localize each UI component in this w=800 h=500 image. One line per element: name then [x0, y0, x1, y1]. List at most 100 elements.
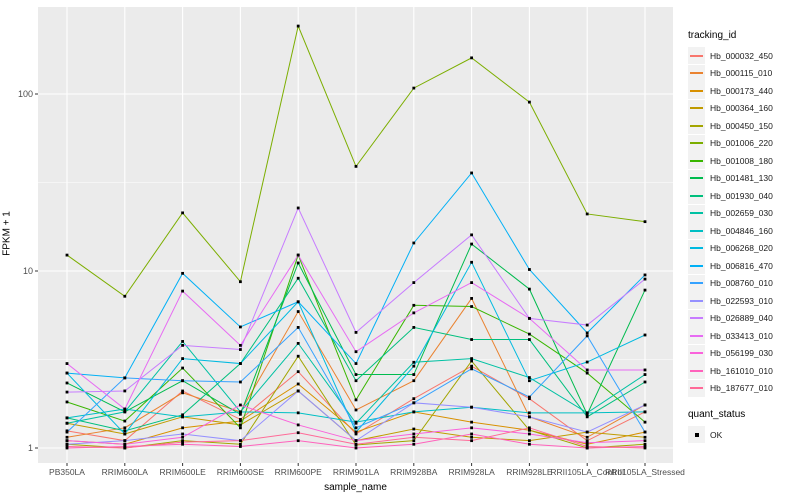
legend-label: Hb_001008_180	[710, 155, 773, 166]
data-point	[239, 412, 242, 416]
legend-label-ok: OK	[710, 429, 723, 440]
data-point	[239, 348, 242, 351]
data-point	[643, 220, 647, 224]
legend-key-box	[688, 152, 705, 170]
data-point	[181, 379, 184, 383]
legend-entry-Hb_006816_470: Hb_006816_470	[688, 257, 798, 275]
x-tick-label: RRIM600LE	[159, 467, 206, 477]
data-point	[239, 380, 242, 384]
x-tick-label: RRIM928LA	[448, 467, 495, 477]
data-point	[585, 360, 589, 364]
data-point	[585, 430, 589, 434]
data-point	[239, 442, 242, 446]
data-point	[470, 56, 473, 60]
x-tick-label: RRII105LA_Control	[550, 467, 624, 477]
data-point	[643, 380, 647, 384]
data-point	[65, 442, 69, 446]
data-point	[296, 341, 300, 345]
data-point	[354, 408, 358, 412]
legend-entry-Hb_026889_040: Hb_026889_040	[688, 309, 798, 328]
data-point	[528, 379, 531, 383]
data-point	[470, 305, 473, 308]
data-point	[470, 435, 473, 439]
data-point	[528, 426, 531, 430]
data-point	[412, 373, 416, 376]
data-point	[354, 439, 358, 443]
data-point	[65, 430, 69, 434]
x-tick-label: RRIM928BA	[390, 467, 438, 477]
data-point	[354, 442, 358, 446]
legend-label: Hb_026889_040	[710, 313, 773, 324]
data-point	[412, 442, 416, 446]
data-point	[643, 368, 647, 372]
data-point	[412, 326, 416, 329]
data-point	[123, 407, 127, 411]
data-point	[354, 420, 358, 424]
data-point	[181, 340, 184, 343]
data-point	[296, 326, 300, 329]
data-point	[643, 288, 647, 292]
legend-label: Hb_002659_030	[710, 208, 773, 219]
legend-key-box	[688, 274, 705, 292]
data-point	[296, 439, 300, 443]
data-point	[296, 276, 300, 280]
data-point	[181, 211, 184, 215]
data-point	[470, 281, 473, 284]
data-point	[239, 419, 242, 423]
data-point	[528, 376, 531, 379]
data-point	[65, 421, 69, 425]
legend-key-box	[688, 64, 705, 82]
ok-key-box	[688, 426, 705, 444]
data-point	[181, 289, 184, 293]
data-point	[470, 426, 473, 430]
data-point	[65, 435, 69, 439]
data-point	[181, 391, 184, 395]
legend-entry-Hb_161010_010: Hb_161010_010	[688, 362, 798, 380]
data-point	[123, 426, 127, 430]
legend-entry-Hb_056199_030: Hb_056199_030	[688, 344, 798, 363]
data-point	[239, 426, 242, 430]
legend-key-box	[688, 134, 705, 152]
data-point	[412, 427, 416, 431]
legend-key-box	[688, 344, 705, 362]
data-point	[181, 413, 184, 417]
data-point	[528, 432, 531, 436]
x-tick-label: RRIM901LA	[333, 467, 380, 477]
legend-title-quant-status: quant_status	[688, 409, 746, 420]
legend-entry-Hb_001006_220: Hb_001006_220	[688, 134, 798, 153]
data-point	[528, 100, 531, 104]
data-point	[239, 410, 242, 414]
data-point	[528, 411, 531, 415]
x-tick-label: RRIM600LA	[102, 467, 149, 477]
data-point	[585, 445, 589, 448]
y-tick-label: 10	[23, 266, 33, 276]
legend-key-box	[688, 292, 705, 310]
data-point	[181, 440, 184, 444]
legend-key-box	[688, 362, 705, 380]
data-point	[585, 441, 589, 445]
legend-key-box	[688, 309, 705, 327]
data-point	[123, 376, 127, 380]
data-point	[528, 395, 531, 399]
legend-key-box	[688, 99, 705, 117]
legend-line-swatch	[690, 334, 703, 337]
legend-entry-ok: OK	[688, 426, 798, 444]
legend-label: Hb_161010_010	[710, 365, 773, 376]
data-point	[181, 415, 184, 419]
legend-line-swatch	[690, 124, 703, 127]
legend-key-box	[688, 379, 705, 397]
data-point	[296, 423, 300, 427]
legend-line-swatch	[690, 212, 703, 215]
legend-line-swatch	[690, 317, 703, 320]
legend-label: Hb_008760_010	[710, 278, 773, 289]
data-point	[239, 445, 242, 448]
data-point	[643, 403, 647, 407]
legend-label: Hb_187677_010	[710, 383, 773, 394]
data-point	[585, 212, 589, 216]
data-point	[296, 431, 300, 435]
legend-label: Hb_000115_010	[710, 68, 773, 79]
data-point	[239, 280, 242, 284]
data-point	[412, 281, 416, 284]
data-point	[181, 432, 184, 436]
